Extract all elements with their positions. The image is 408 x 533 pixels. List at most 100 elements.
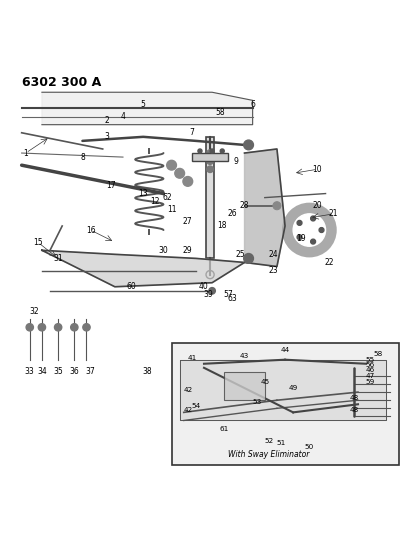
Text: 42: 42 [183,387,193,393]
Text: 28: 28 [240,201,249,210]
Text: With Sway Eliminator: With Sway Eliminator [228,450,310,459]
Text: 6: 6 [250,100,255,109]
Circle shape [26,324,33,331]
Polygon shape [42,251,244,287]
Circle shape [244,254,253,263]
Circle shape [207,166,213,173]
Text: 47: 47 [366,373,375,379]
Text: 51: 51 [276,440,286,446]
Circle shape [167,160,176,170]
Text: 41: 41 [187,354,197,361]
Circle shape [283,204,336,256]
Text: 11: 11 [167,205,176,214]
Circle shape [220,149,224,153]
Text: 48: 48 [349,407,359,414]
Polygon shape [244,149,285,266]
Polygon shape [42,92,253,125]
Circle shape [310,239,315,244]
Text: 4: 4 [120,112,125,121]
Text: 39: 39 [203,290,213,300]
Text: 24: 24 [268,250,278,259]
Text: 25: 25 [236,250,245,259]
Circle shape [297,235,302,240]
Circle shape [319,228,324,232]
Text: 19: 19 [297,233,306,243]
Text: 43: 43 [240,353,249,359]
Text: 10: 10 [313,165,322,174]
Text: 35: 35 [53,367,63,376]
Text: 31: 31 [53,254,63,263]
Text: 2: 2 [104,116,109,125]
Circle shape [207,158,213,164]
Text: 57: 57 [224,290,233,300]
Text: 12: 12 [151,197,160,206]
Text: 20: 20 [313,201,322,210]
Text: 61: 61 [220,425,229,432]
Text: 18: 18 [217,222,227,230]
Text: 58: 58 [374,351,383,357]
Text: 49: 49 [288,385,298,391]
Bar [224,372,265,400]
Text: 29: 29 [183,246,193,255]
Text: 8: 8 [80,152,85,161]
Text: 13: 13 [138,189,148,198]
Circle shape [210,149,214,153]
Text: 33: 33 [25,367,35,376]
Circle shape [209,288,215,294]
Circle shape [183,176,193,186]
Text: 58: 58 [215,108,225,117]
Text: 15: 15 [33,238,43,247]
Text: 63: 63 [228,294,237,303]
Polygon shape [180,360,386,421]
Text: 26: 26 [228,209,237,219]
Text: 38: 38 [142,367,152,376]
Text: 55: 55 [366,357,375,362]
Text: 50: 50 [305,444,314,450]
Text: 36: 36 [69,367,79,376]
Text: 45: 45 [260,379,269,385]
Circle shape [310,216,315,221]
Bar [192,153,228,161]
Text: 40: 40 [199,282,209,291]
Text: 56: 56 [366,361,375,368]
Bar [172,343,399,465]
Text: 30: 30 [159,246,169,255]
Text: 3: 3 [104,132,109,141]
Text: 54: 54 [191,403,200,409]
Text: 59: 59 [366,379,375,385]
Text: 16: 16 [86,225,95,235]
Bar [206,137,214,259]
Circle shape [273,201,281,210]
Text: 22: 22 [325,258,335,267]
Circle shape [38,324,46,331]
Circle shape [55,324,62,331]
Text: 62: 62 [163,193,172,202]
Circle shape [198,149,202,153]
Text: 9: 9 [234,157,239,166]
Circle shape [297,221,302,225]
Text: 48: 48 [349,395,359,401]
Text: 7: 7 [189,128,194,138]
Text: 21: 21 [329,209,338,219]
Text: 37: 37 [86,367,95,376]
Text: 17: 17 [106,181,115,190]
Text: 46: 46 [366,367,375,373]
Circle shape [293,214,326,246]
Text: 44: 44 [280,346,290,352]
Text: 60: 60 [126,282,136,291]
Circle shape [207,150,213,156]
Text: 1: 1 [23,149,28,158]
Circle shape [175,168,184,178]
Text: 52: 52 [264,438,273,444]
Circle shape [83,324,90,331]
Text: 34: 34 [37,367,47,376]
Text: 27: 27 [183,217,193,227]
Text: 23: 23 [268,266,278,275]
Circle shape [244,140,253,150]
Circle shape [71,324,78,331]
Text: 53: 53 [252,399,261,405]
Text: 5: 5 [141,100,146,109]
Text: 6302 300 A: 6302 300 A [22,76,101,89]
Text: 32: 32 [29,306,39,316]
Text: 42: 42 [183,407,193,414]
